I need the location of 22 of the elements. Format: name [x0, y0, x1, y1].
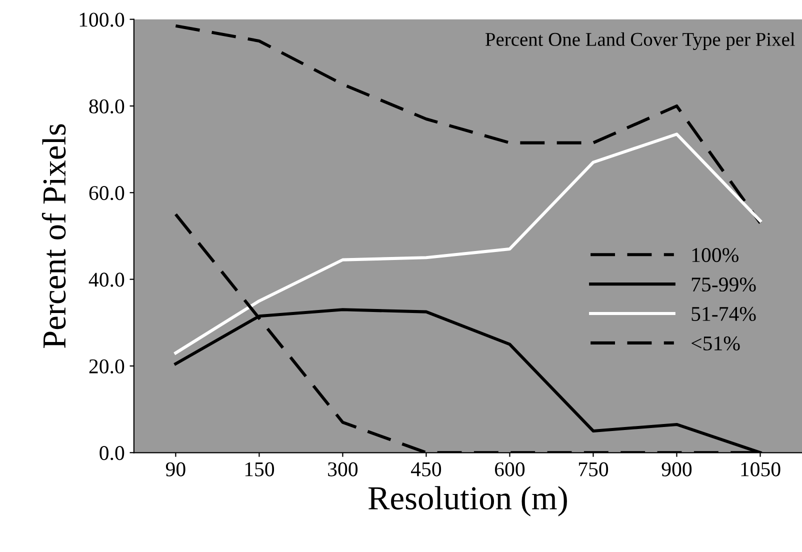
x-tick-label: 900: [662, 462, 692, 476]
x-tick-label: 750: [578, 462, 608, 476]
x-tick-label: 150: [245, 462, 274, 476]
x-tick-label: 450: [410, 462, 442, 476]
text: Percent One Land Cover Type per Pixel: [485, 32, 795, 50]
legend-label: 75-99%: [692, 277, 756, 292]
x-tick-label: 600: [494, 462, 525, 476]
legend-label: 100%: [692, 248, 738, 262]
x-axis-title: Resolution (m): [368, 486, 567, 516]
x-tick-label: 300: [328, 462, 358, 476]
y-tick-label: 20.0: [89, 359, 124, 374]
y-tick-label: 80.0: [89, 99, 124, 114]
line-series: [174, 132, 762, 355]
x-tick-label: 1050: [741, 462, 780, 476]
x-tick-label: 90: [166, 462, 186, 476]
y-axis-title: Percent of Pixels: [42, 124, 66, 348]
legend-label: <51%: [692, 336, 740, 350]
legend-label: 51-74%: [692, 306, 756, 322]
y-tick-label: 60.0: [89, 186, 124, 200]
y-tick-label: 40.0: [88, 272, 124, 287]
y-tick-label: 0.0: [100, 446, 124, 460]
y-tick-label: 100.0: [80, 12, 124, 27]
